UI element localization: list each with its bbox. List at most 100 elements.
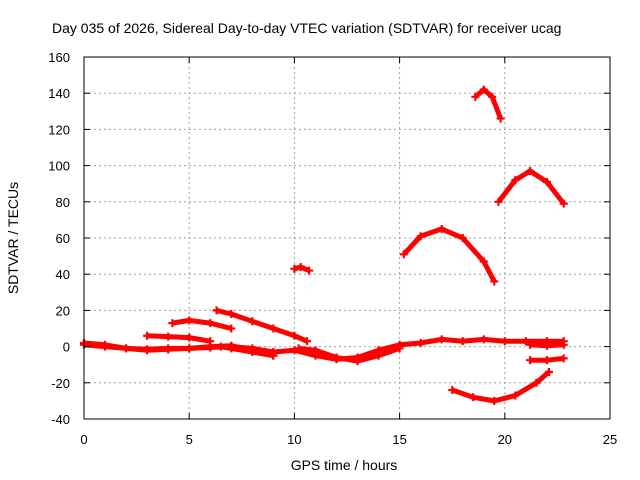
axis-ticks [83, 56, 611, 420]
x-axis-label: GPS time / hours [291, 457, 398, 473]
data-point [248, 317, 257, 326]
data-point [101, 340, 110, 349]
x-tick-label: 10 [287, 432, 301, 447]
y-tick-labels: -40 -20 0 20 40 60 80 100 120 140 160 [48, 50, 70, 427]
data-point [185, 316, 194, 325]
series-arc-09 [399, 224, 499, 286]
data-point [416, 232, 425, 241]
series-arc-03 [143, 331, 215, 346]
data-point [458, 337, 467, 346]
x-tick-label: 5 [186, 432, 193, 447]
data-point [437, 335, 446, 344]
series-arc-13 [526, 354, 568, 365]
data-point [290, 331, 299, 340]
data-point [471, 92, 480, 101]
x-tick-label: 0 [80, 432, 87, 447]
data-point [500, 337, 509, 346]
data-point [164, 345, 173, 354]
data-point [458, 234, 467, 242]
series-arc-12 [448, 367, 553, 405]
data-point [290, 346, 299, 355]
data-point [488, 92, 497, 101]
y-tick-label: 20 [56, 303, 70, 318]
y-tick-label: 40 [56, 267, 70, 282]
data-point [294, 344, 303, 353]
series-arc-11 [494, 167, 568, 208]
data-point [494, 197, 503, 206]
series-trace [172, 317, 232, 331]
x-tick-label: 20 [498, 432, 512, 447]
data-point [216, 342, 225, 351]
data-point [479, 257, 488, 266]
data-point [395, 344, 404, 353]
data-point [290, 264, 299, 273]
data-point [206, 319, 215, 328]
data-point [168, 319, 177, 328]
data-point [164, 332, 173, 341]
data-point [122, 344, 131, 353]
data-series [80, 85, 568, 405]
y-tick-label: 120 [48, 122, 70, 137]
data-point [496, 114, 505, 123]
y-tick-label: 140 [48, 86, 70, 101]
data-point [332, 353, 341, 362]
data-point [143, 346, 152, 355]
data-point [542, 177, 551, 186]
y-tick-label: 0 [63, 340, 70, 355]
data-point [296, 262, 305, 271]
y-tick-label: -40 [51, 412, 70, 427]
data-point [542, 341, 551, 350]
data-point [521, 337, 530, 346]
y-tick-label: 100 [48, 159, 70, 174]
series-trace [220, 344, 274, 359]
data-point [311, 346, 320, 355]
y-tick-label: 80 [56, 195, 70, 210]
y-tick-label: 160 [48, 50, 70, 65]
data-point [185, 333, 194, 342]
series-arc-07 [290, 262, 314, 275]
data-point [532, 378, 541, 387]
data-point [269, 351, 278, 360]
series-arc-10 [471, 85, 505, 123]
data-point [526, 356, 535, 365]
series-arc-08 [294, 344, 404, 366]
series-arc-04 [168, 316, 236, 333]
x-tick-labels: 0 5 10 15 20 25 [80, 432, 617, 447]
data-point [269, 324, 278, 333]
data-point [399, 250, 408, 259]
data-point [469, 393, 478, 402]
data-point [511, 391, 520, 400]
data-point [526, 340, 535, 349]
data-point [526, 167, 535, 176]
data-point [227, 344, 236, 353]
data-point [185, 344, 194, 353]
data-point [559, 340, 568, 349]
data-point [416, 338, 425, 347]
data-point [490, 277, 499, 286]
data-point [448, 386, 457, 395]
series-trace [473, 87, 503, 120]
series-arc-05 [212, 306, 312, 346]
data-point [479, 85, 488, 94]
x-tick-label: 25 [603, 432, 617, 447]
y-tick-label: 60 [56, 231, 70, 246]
y-tick-label: -20 [51, 376, 70, 391]
data-point [212, 306, 221, 315]
chart-title: Day 035 of 2026, Sidereal Day-to-day VTE… [52, 20, 561, 36]
data-point [227, 310, 236, 319]
series-arc-14 [526, 340, 568, 350]
data-point [437, 224, 446, 233]
data-point [143, 331, 152, 340]
data-point [353, 357, 362, 366]
data-point [374, 351, 383, 360]
y-axis-label: SDTVAR / TECUs [5, 182, 21, 294]
data-point [305, 266, 314, 275]
data-point [303, 337, 312, 346]
data-point [559, 199, 568, 208]
series-trace [401, 226, 497, 283]
data-point [542, 356, 551, 365]
series-trace [146, 333, 211, 344]
series-trace [451, 370, 551, 404]
